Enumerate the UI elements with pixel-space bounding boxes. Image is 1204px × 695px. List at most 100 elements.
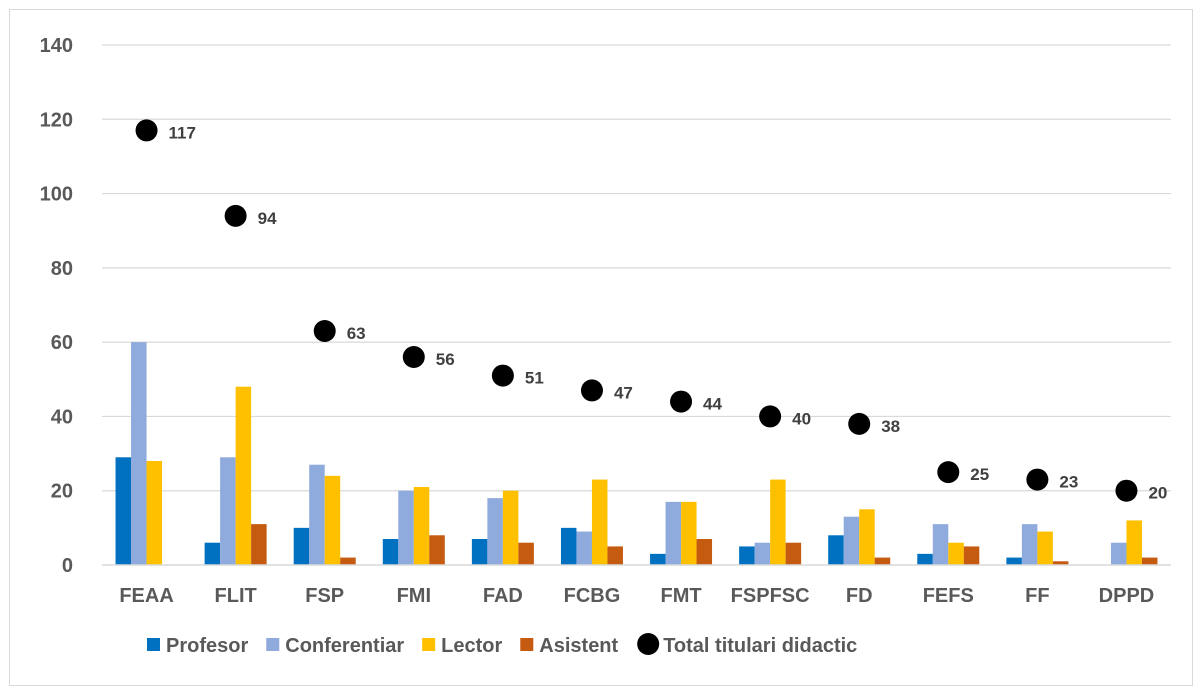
bar-lector-fd (859, 509, 875, 565)
legend-label: Lector (441, 635, 502, 657)
total-markers: 117 94 63 56 51 47 44 40 38 25 23 20 (135, 119, 1167, 503)
bar-lector-dppd (1126, 520, 1142, 565)
x-tick-label: FSP (305, 585, 344, 607)
x-tick-label: FMT (660, 585, 701, 607)
total-marker (670, 390, 693, 413)
gridlines (102, 44, 1171, 492)
bar-conferentiar-fspfsc (754, 542, 771, 565)
x-tick-label: FMI (397, 585, 431, 607)
bar-profesor-fsp (293, 527, 310, 565)
bar-profesor-fspfsc (739, 546, 755, 565)
bar-asistent-fd (874, 557, 891, 565)
bar-lector-fad (502, 490, 519, 565)
bar-conferentiar-flit (220, 457, 236, 565)
total-data-label: 63 (347, 324, 366, 343)
total-data-label: 40 (792, 409, 811, 428)
total-data-label: 56 (436, 350, 455, 369)
y-tick-label: 120 (40, 109, 73, 131)
total-marker (1026, 468, 1049, 491)
y-tick-label: 100 (40, 184, 73, 206)
bar-profesor-ff (1006, 557, 1022, 565)
bar-asistent-fspfsc (785, 542, 802, 565)
bar-conferentiar-fcbg (576, 531, 592, 565)
bar-asistent-fsp (340, 557, 356, 565)
bar-asistent-fefs (963, 546, 980, 565)
bar-conferentiar-fad (487, 498, 503, 565)
bar-profesor-fad (471, 539, 488, 565)
bar-lector-fefs (948, 542, 964, 565)
legend: Profesor Conferentiar Lector Asistent Total … (147, 633, 857, 657)
x-tick-label: FCBG (564, 585, 621, 607)
total-data-label: 47 (614, 383, 633, 402)
bar-conferentiar-feaa (131, 342, 147, 565)
bar-asistent-fad (518, 542, 534, 565)
bar-lector-fcbg (591, 479, 608, 565)
total-marker (1115, 479, 1138, 502)
bar-profesor-feaa (115, 457, 132, 565)
total-data-label: 44 (703, 395, 722, 414)
bar-asistent-dppd (1141, 557, 1158, 565)
bar-lector-fmi (413, 487, 430, 565)
bar-lector-flit (235, 386, 252, 565)
y-tick-label: 80 (51, 258, 73, 280)
bar-conferentiar-dppd (1110, 542, 1127, 565)
bar-conferentiar-fmi (398, 490, 414, 565)
bar-lector-fsp (324, 475, 341, 565)
total-marker (937, 461, 960, 484)
legend-label: Conferentiar (285, 635, 404, 657)
legend-label: Profesor (166, 635, 248, 657)
x-tick-label: DPPD (1099, 585, 1155, 607)
bar-asistent-fmt (696, 539, 713, 565)
y-tick-label: 60 (51, 332, 73, 354)
bar-conferentiar-fefs (932, 524, 949, 565)
x-tick-label: FSPFSC (731, 585, 810, 607)
bar-conferentiar-fsp (309, 464, 325, 565)
bar-profesor-fcbg (560, 527, 577, 565)
bar-profesor-fefs (917, 553, 933, 565)
total-marker (135, 119, 158, 142)
x-tick-label: FD (846, 585, 873, 607)
legend-label: Total titulari didactic (663, 635, 857, 657)
total-data-label: 20 (1148, 484, 1167, 503)
bar-asistent-fcbg (607, 546, 623, 565)
total-data-label: 25 (970, 465, 989, 484)
chart-frame (9, 9, 1193, 686)
bars (115, 342, 1158, 565)
y-tick-label: 20 (51, 481, 73, 503)
x-tick-label: FF (1025, 585, 1049, 607)
bar-asistent-flit (251, 524, 267, 565)
bar-conferentiar-ff (1021, 524, 1038, 565)
total-data-label: 94 (258, 209, 277, 228)
y-axis-tick-labels: 0 20 40 60 80 100 120 140 (40, 35, 73, 577)
total-marker (224, 204, 247, 227)
bar-profesor-fmt (650, 553, 666, 565)
legend-label: Asistent (539, 635, 618, 657)
total-marker (402, 346, 425, 368)
x-tick-label: FAD (483, 585, 523, 607)
bar-lector-feaa (146, 461, 163, 565)
total-marker (759, 405, 782, 428)
bar-profesor-fd (828, 535, 844, 565)
y-tick-label: 40 (51, 406, 73, 428)
total-data-label: 38 (881, 417, 900, 436)
x-tick-label: FEAA (119, 585, 173, 607)
bar-asistent-ff (1052, 561, 1069, 565)
legend-swatch-asistent (520, 638, 534, 651)
bar-profesor-flit (204, 542, 221, 565)
legend-swatch-total (637, 633, 660, 655)
bar-conferentiar-fmt (665, 501, 682, 565)
bar-profesor-fmi (382, 539, 399, 565)
total-marker (491, 364, 514, 387)
total-data-label: 51 (525, 369, 544, 388)
total-data-label: 23 (1059, 473, 1078, 492)
legend-swatch-lector (422, 638, 436, 651)
bar-conferentiar-fd (843, 516, 860, 565)
bar-asistent-fmi (429, 535, 445, 565)
legend-swatch-profesor (147, 638, 160, 651)
y-tick-label: 0 (62, 555, 73, 577)
total-marker (313, 320, 336, 342)
bar-lector-fmt (681, 501, 697, 565)
x-axis-tick-labels: FEAA FLIT FSP FMI FAD FCBG FMT FSPFSC FD FEFS FF DP… (119, 585, 1154, 607)
legend-swatch-conferentiar (266, 638, 280, 651)
